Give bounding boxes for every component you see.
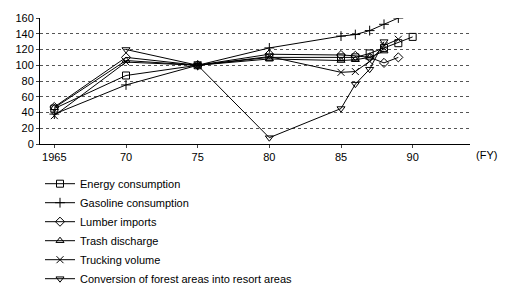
svg-text:80: 80 — [263, 151, 275, 163]
svg-text:100: 100 — [15, 59, 33, 71]
svg-text:Trucking volume: Trucking volume — [80, 254, 160, 266]
svg-text:60: 60 — [22, 91, 34, 103]
svg-text:90: 90 — [407, 151, 419, 163]
svg-text:Trash discharge: Trash discharge — [80, 235, 158, 247]
svg-text:1965: 1965 — [42, 151, 66, 163]
svg-text:75: 75 — [192, 151, 204, 163]
svg-text:140: 140 — [15, 28, 33, 40]
svg-text:Conversion of forest areas int: Conversion of forest areas into resort a… — [80, 273, 292, 285]
svg-text:70: 70 — [120, 151, 132, 163]
svg-text:Gasoline consumption: Gasoline consumption — [80, 197, 189, 209]
svg-text:80: 80 — [22, 75, 34, 87]
svg-text:160: 160 — [15, 12, 33, 24]
svg-text:Lumber imports: Lumber imports — [80, 216, 157, 228]
svg-text:0: 0 — [28, 138, 34, 150]
svg-text:40: 40 — [22, 106, 34, 118]
svg-text:85: 85 — [335, 151, 347, 163]
svg-text:(FY): (FY) — [476, 149, 497, 161]
svg-text:Energy consumption: Energy consumption — [80, 178, 180, 190]
svg-text:20: 20 — [22, 122, 34, 134]
svg-text:120: 120 — [15, 43, 33, 55]
